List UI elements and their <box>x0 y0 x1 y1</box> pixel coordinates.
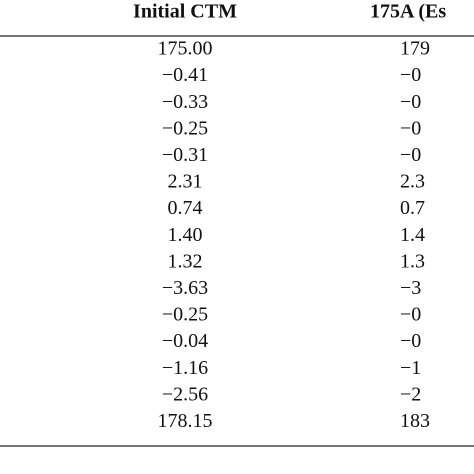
cell: −3.63 <box>162 277 208 299</box>
cell: −1.16 <box>162 357 208 379</box>
cell: −0.41 <box>162 64 208 86</box>
cell: 179 <box>400 38 430 60</box>
cell: −0.25 <box>162 117 208 139</box>
cell: 0.7 <box>400 197 425 219</box>
cell: −0 <box>400 117 421 139</box>
cell: 1.3 <box>400 250 425 272</box>
cell: 1.32 <box>168 250 203 272</box>
cell: 183 <box>400 410 430 432</box>
cell: 178.15 <box>158 410 213 432</box>
cell: −0 <box>400 304 421 326</box>
cell: −3 <box>400 277 421 299</box>
cell: −0 <box>400 64 421 86</box>
cell: −0.25 <box>162 304 208 326</box>
cell: 1.40 <box>168 224 203 246</box>
cell: −0.31 <box>162 144 208 166</box>
cell: 2.31 <box>168 171 203 193</box>
cell: 2.3 <box>400 171 425 193</box>
cell: −0 <box>400 91 421 113</box>
cell: −2.56 <box>162 383 208 405</box>
cell: 1.4 <box>400 224 425 246</box>
cell: −2 <box>400 383 421 405</box>
cell: 175.00 <box>158 38 213 60</box>
cell: −0.04 <box>162 330 208 352</box>
column-header: 175A (Es <box>370 1 446 23</box>
column-header: Initial CTM <box>133 1 237 23</box>
cell: −0 <box>400 144 421 166</box>
cell: −0 <box>400 330 421 352</box>
cell: −0.33 <box>162 91 208 113</box>
cell: 0.74 <box>168 197 203 219</box>
cell: −1 <box>400 357 421 379</box>
